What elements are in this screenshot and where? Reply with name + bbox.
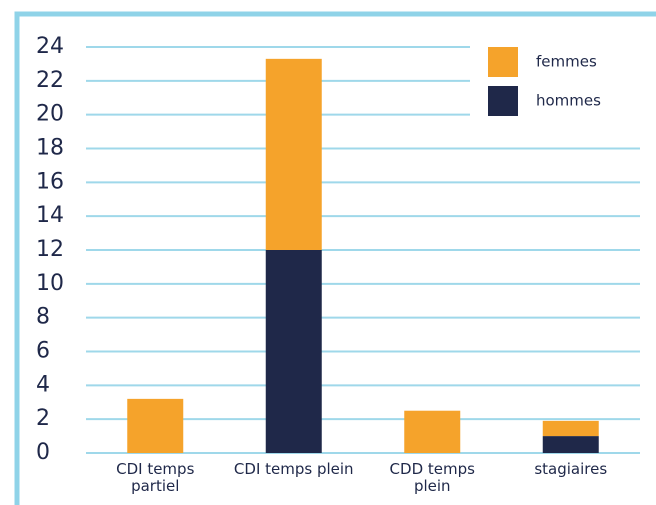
y-tick-label: 24 xyxy=(36,34,64,59)
bar-segment xyxy=(265,250,322,453)
y-tick-label: 0 xyxy=(36,440,50,465)
legend-swatch xyxy=(488,86,518,116)
y-tick-label: 10 xyxy=(36,271,64,296)
y-tick-label: 18 xyxy=(36,136,64,161)
y-tick-label: 16 xyxy=(36,169,64,194)
bar-segment xyxy=(404,410,461,453)
y-tick-label: 14 xyxy=(36,203,64,228)
bar-segment xyxy=(542,420,599,437)
y-tick-label: 6 xyxy=(36,339,50,364)
x-tick-label: stagiaires xyxy=(534,460,608,478)
bar-segment xyxy=(542,436,599,453)
x-tick-label: CDI temps partiel xyxy=(116,460,195,495)
x-tick-label: CDI temps plein xyxy=(233,460,354,478)
legend-swatch xyxy=(488,47,518,77)
x-tick-label: CDD temps plein xyxy=(389,460,475,495)
y-tick-label: 22 xyxy=(36,68,64,93)
y-tick-label: 20 xyxy=(36,102,64,127)
legend-label: femmes xyxy=(536,53,597,71)
frame xyxy=(14,11,656,505)
y-tick-label: 12 xyxy=(36,237,64,262)
legend-label: hommes xyxy=(536,92,601,110)
y-tick-label: 8 xyxy=(36,305,50,330)
y-tick-label: 4 xyxy=(36,372,50,397)
bar-segment xyxy=(127,398,184,453)
bar-segment xyxy=(265,58,322,250)
y-tick-label: 2 xyxy=(36,406,50,431)
